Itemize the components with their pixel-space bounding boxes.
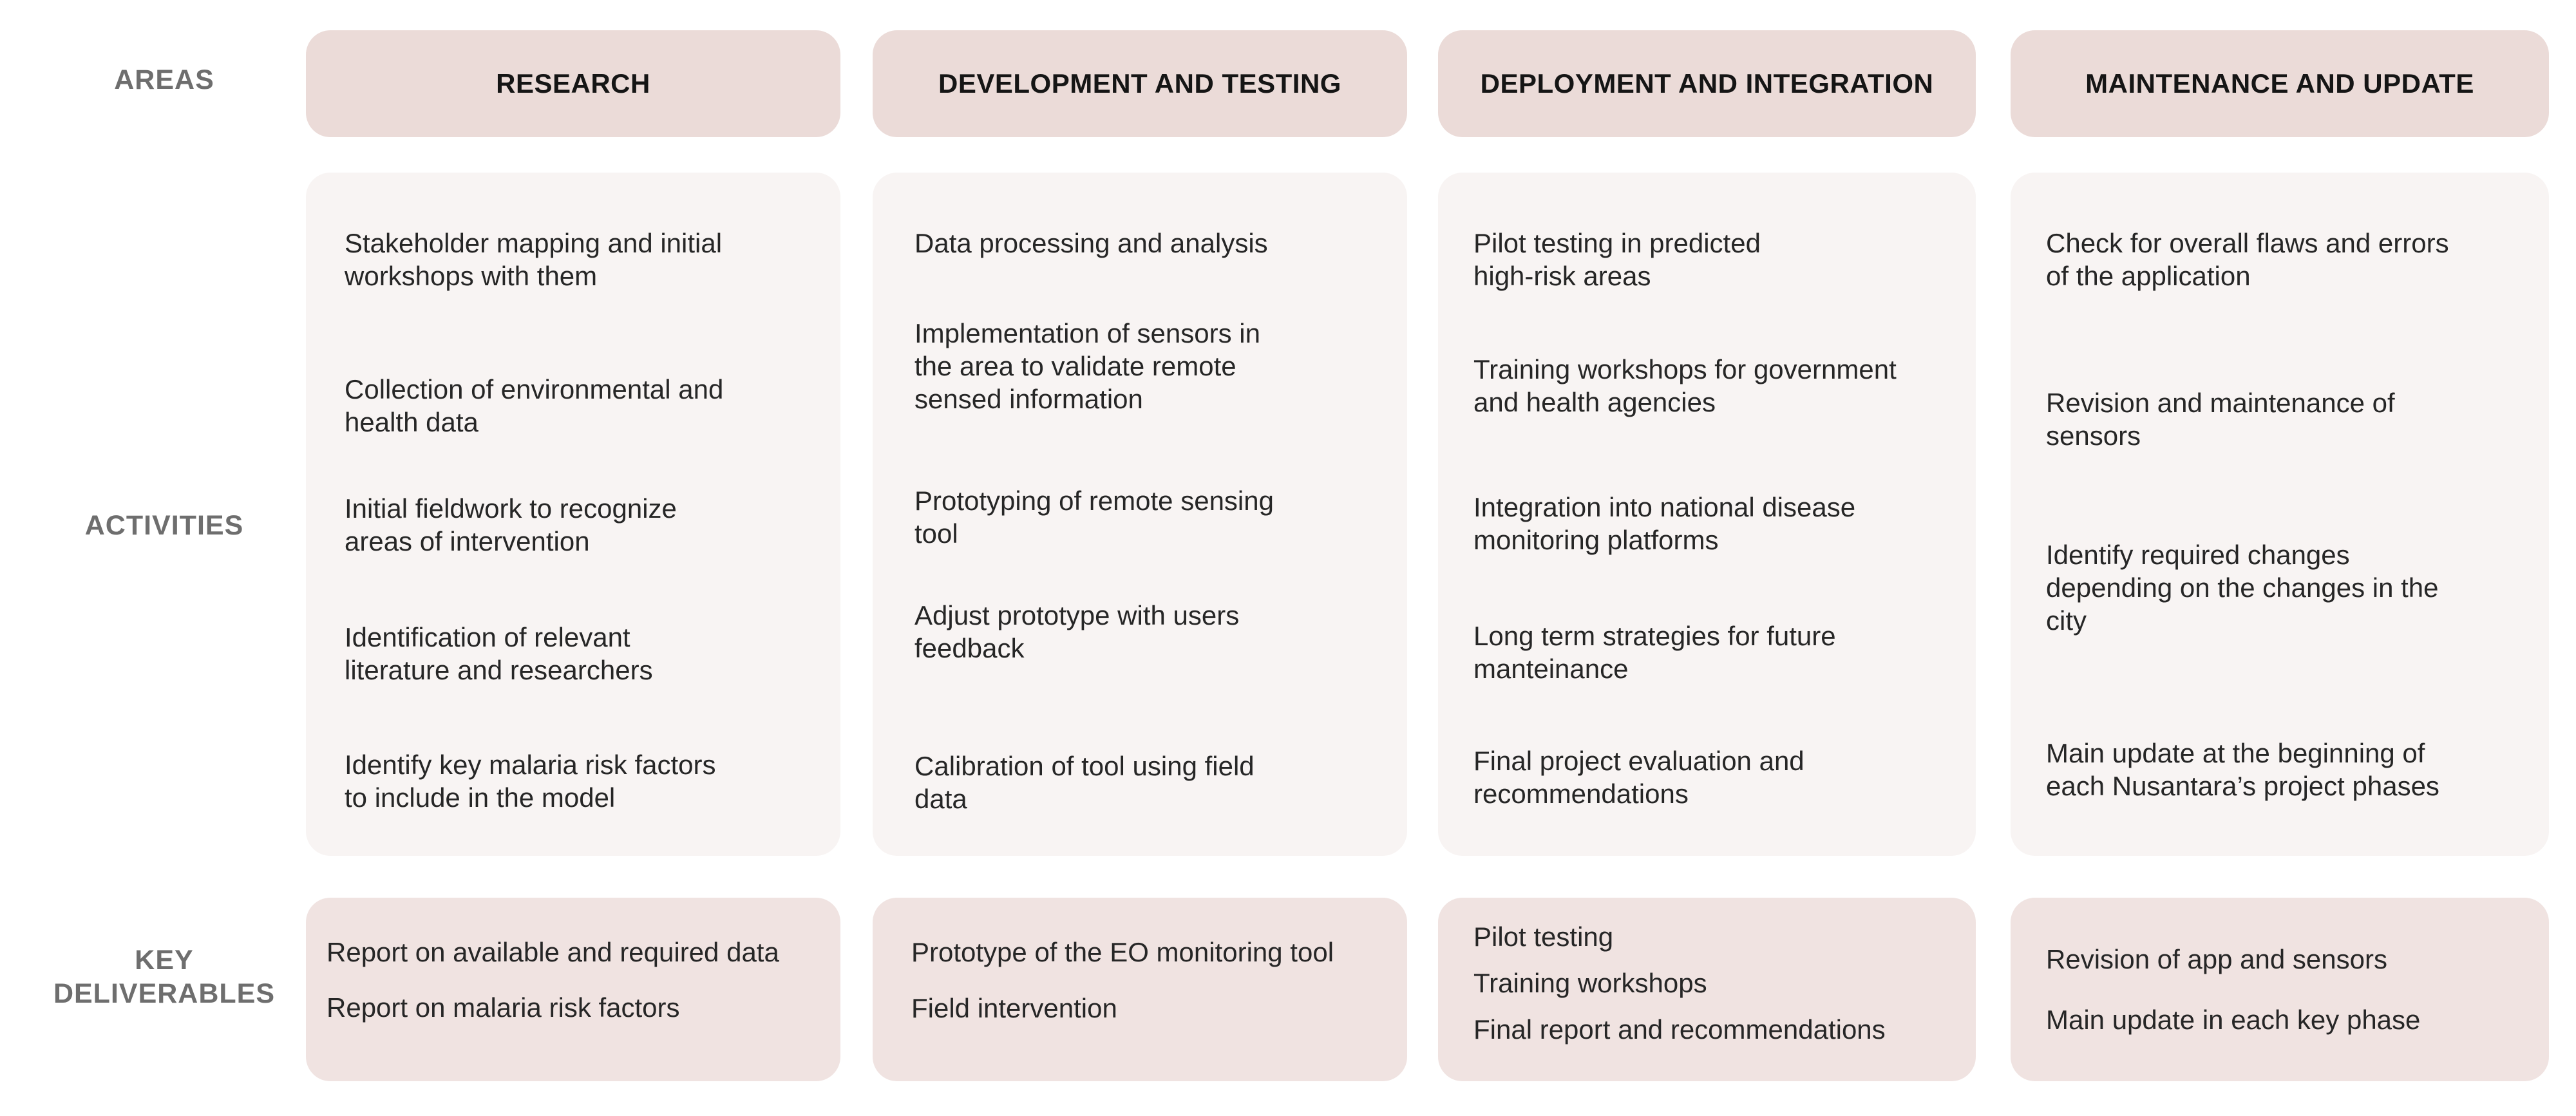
activities-research: Stakeholder mapping and initial workshop… bbox=[306, 173, 840, 856]
activity-item: Implementation of sensors in the area to… bbox=[914, 318, 1260, 414]
activity-item: Prototyping of remote sensing tool bbox=[914, 486, 1274, 549]
activity-item: Collection of environmental and health d… bbox=[345, 374, 724, 437]
activity-item: Initial fieldwork to recognize areas of … bbox=[345, 493, 677, 556]
activities-maintenance-and-update: Check for overall flaws and errors of th… bbox=[2011, 173, 2549, 856]
deliverable-item: Pilot testing bbox=[1473, 922, 1614, 952]
activity-item: Training workshops for government and he… bbox=[1473, 354, 1897, 417]
deliverable-item: Training workshops bbox=[1473, 968, 1707, 998]
activity-item: Stakeholder mapping and initial workshop… bbox=[345, 228, 723, 291]
header-maintenance-and-update: MAINTENANCE AND UPDATE bbox=[2011, 30, 2549, 137]
deliverable-item: Report on available and required data bbox=[327, 937, 779, 967]
activity-item: Identification of relevant literature an… bbox=[345, 622, 653, 685]
activities-deployment-and-integration: Pilot testing in predicted high-risk are… bbox=[1438, 173, 1976, 856]
deliverable-item: Main update in each key phase bbox=[2046, 1005, 2421, 1035]
deliverable-item: Prototype of the EO monitoring tool bbox=[911, 937, 1334, 967]
activity-item: Revision and maintenance of sensors bbox=[2046, 388, 2395, 451]
deliverables-research: Report on available and required data Re… bbox=[306, 898, 840, 1081]
activity-item: Main update at the beginning of each Nus… bbox=[2046, 738, 2439, 801]
header-deployment-and-integration: DEPLOYMENT AND INTEGRATION bbox=[1438, 30, 1976, 137]
deliverable-item: Report on malaria risk factors bbox=[327, 992, 680, 1023]
header-development-and-testing: DEVELOPMENT AND TESTING bbox=[873, 30, 1407, 137]
header-research: RESEARCH bbox=[306, 30, 840, 137]
activity-item: Identify required changes depending on t… bbox=[2046, 540, 2439, 636]
activities-development-and-testing: Data processing and analysis Implementat… bbox=[873, 173, 1407, 856]
deliverable-item: Revision of app and sensors bbox=[2046, 944, 2387, 974]
activity-item: Check for overall flaws and errors of th… bbox=[2046, 228, 2449, 291]
deliverables-development-and-testing: Prototype of the EO monitoring tool Fiel… bbox=[873, 898, 1407, 1081]
activity-item: Calibration of tool using field data bbox=[914, 751, 1255, 814]
deliverable-item: Final report and recommendations bbox=[1473, 1014, 1886, 1045]
row-label-key-deliverables: KEY DELIVERABLES bbox=[53, 945, 276, 1009]
activity-item: Final project evaluation and recommendat… bbox=[1473, 746, 1804, 809]
activity-item: Data processing and analysis bbox=[914, 228, 1268, 258]
deliverables-maintenance-and-update: Revision of app and sensors Main update … bbox=[2011, 898, 2549, 1081]
activity-item: Identify key malaria risk factors to inc… bbox=[345, 750, 716, 813]
row-label-areas: AREAS bbox=[114, 64, 214, 95]
activity-item: Long term strategies for future manteina… bbox=[1473, 621, 1836, 684]
activity-item: Integration into national disease monito… bbox=[1473, 492, 1856, 555]
activity-item: Pilot testing in predicted high-risk are… bbox=[1473, 228, 1761, 291]
activity-item: Adjust prototype with users feedback bbox=[914, 600, 1240, 663]
row-label-activities: ACTIVITIES bbox=[84, 510, 244, 541]
deliverables-deployment-and-integration: Pilot testing Training workshops Final r… bbox=[1438, 898, 1976, 1081]
deliverable-item: Field intervention bbox=[911, 993, 1117, 1023]
